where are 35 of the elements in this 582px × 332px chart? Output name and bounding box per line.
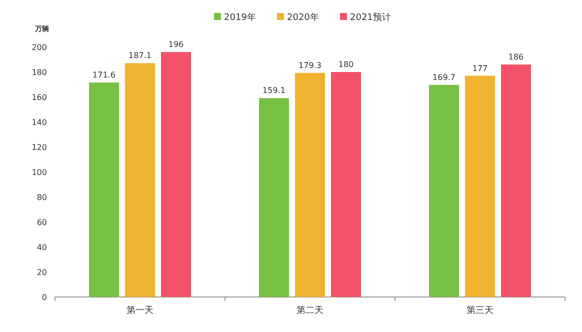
y-tick-label: 20 bbox=[36, 268, 47, 277]
bar bbox=[89, 82, 119, 297]
y-tick-label: 40 bbox=[36, 243, 47, 252]
data-label: 171.6 bbox=[92, 70, 116, 80]
bar bbox=[331, 72, 361, 297]
x-tick-label: 第三天 bbox=[466, 305, 494, 316]
bar bbox=[161, 52, 191, 297]
data-label: 177 bbox=[472, 64, 488, 73]
data-label: 196 bbox=[168, 40, 184, 49]
bar bbox=[125, 63, 155, 297]
y-tick-label: 60 bbox=[36, 218, 47, 227]
y-tick-label: 140 bbox=[32, 118, 47, 127]
data-label: 159.1 bbox=[262, 86, 286, 96]
x-tick-label: 第一天 bbox=[126, 305, 154, 316]
data-label: 187.1 bbox=[128, 51, 152, 60]
legend-label: 2019年 bbox=[224, 12, 256, 23]
y-tick-label: 160 bbox=[32, 93, 47, 102]
y-tick-label: 200 bbox=[32, 43, 47, 52]
bar bbox=[501, 64, 531, 297]
y-tick-label: 80 bbox=[36, 193, 47, 202]
legend-label: 2021预计 bbox=[350, 12, 391, 23]
y-tick-label: 120 bbox=[32, 143, 47, 152]
x-tick-label: 第二天 bbox=[296, 305, 324, 316]
data-label: 186 bbox=[508, 52, 524, 62]
bar bbox=[295, 72, 325, 297]
data-label: 180 bbox=[338, 60, 354, 69]
y-tick-label: 0 bbox=[42, 293, 47, 302]
bar bbox=[259, 98, 289, 297]
data-label: 179.3 bbox=[298, 60, 322, 70]
y-tick-label: 100 bbox=[32, 168, 47, 177]
bar bbox=[465, 76, 495, 297]
legend-label: 2020年 bbox=[287, 12, 319, 23]
y-tick-label: 180 bbox=[32, 68, 47, 77]
data-label: 169.7 bbox=[432, 72, 456, 82]
bar bbox=[429, 84, 459, 297]
